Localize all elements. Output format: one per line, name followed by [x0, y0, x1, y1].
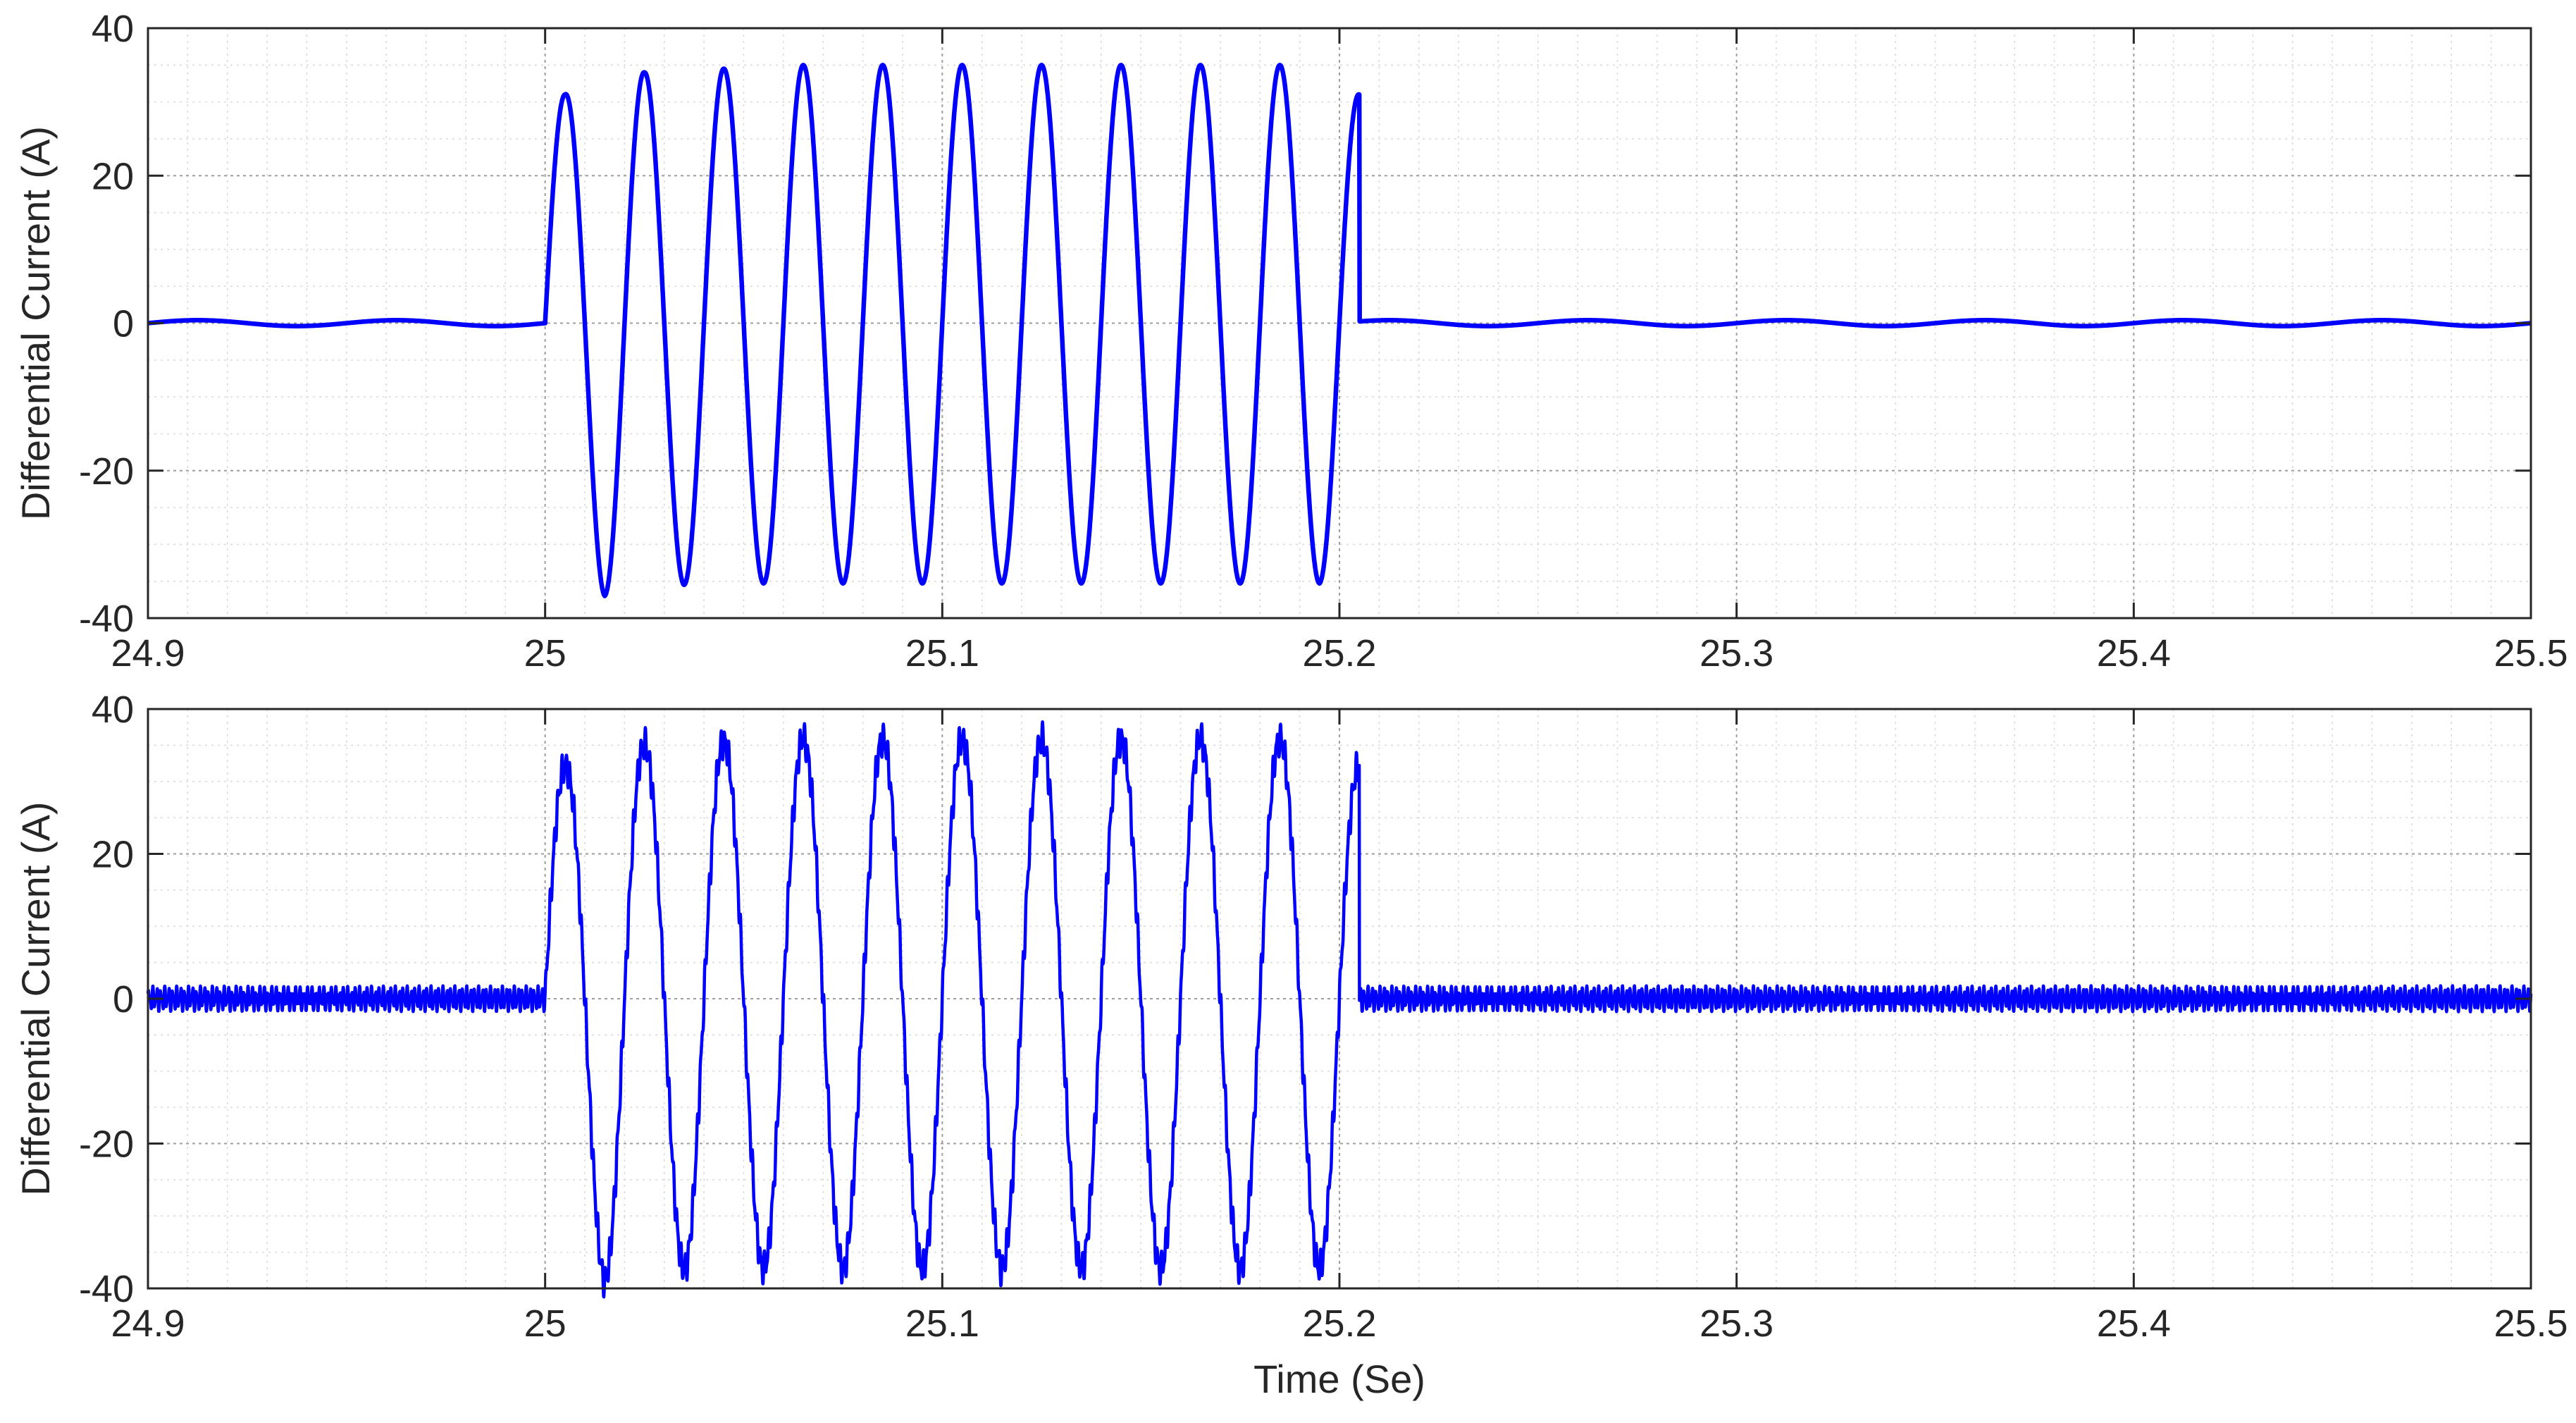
y-tick-label: 0 — [113, 303, 134, 345]
x-tick-label: 25.1 — [905, 1302, 979, 1345]
x-tick-label: 25.4 — [2097, 1302, 2171, 1345]
x-tick-label: 24.9 — [111, 632, 185, 674]
bottom-ticks — [147, 708, 2532, 1290]
bottom-differential-current-line — [146, 720, 2533, 1299]
top-panel: 24.9 25 25.1 25.2 25.3 25.4 25.5 40 20 0 -20 -40 D… — [13, 8, 2568, 674]
x-tick-label: 25.3 — [1699, 1302, 1773, 1345]
top-ticks — [147, 27, 2532, 620]
y-tick-label: 20 — [92, 834, 134, 876]
x-tick-label: 25 — [524, 632, 566, 674]
bottom-y-axis-label: Differential Current (A) — [13, 801, 58, 1195]
y-tick-label: -20 — [79, 1123, 134, 1166]
x-tick-label: 25.5 — [2494, 1302, 2568, 1345]
bottom-panel: 24.9 25 25.1 25.2 25.3 25.4 25.5 40 20 0 -20 -40 D… — [13, 689, 2568, 1401]
y-tick-label: -40 — [79, 1268, 134, 1310]
top-x-tick-labels: 24.9 25 25.1 25.2 25.3 25.4 25.5 — [111, 632, 2568, 674]
top-differential-current-line — [146, 63, 2533, 598]
y-tick-label: -20 — [79, 450, 134, 493]
x-tick-label: 25.4 — [2097, 632, 2171, 674]
x-tick-label: 25.2 — [1302, 1302, 1376, 1345]
top-y-axis-label: Differential Current (A) — [13, 126, 58, 520]
y-tick-label: 20 — [92, 155, 134, 197]
x-tick-label: 25 — [524, 1302, 566, 1345]
top-y-tick-labels: 40 20 0 -20 -40 — [79, 8, 134, 640]
bottom-y-tick-labels: 40 20 0 -20 -40 — [79, 689, 134, 1310]
x-tick-label: 25.3 — [1699, 632, 1773, 674]
x-tick-label: 25.2 — [1302, 632, 1376, 674]
x-tick-label: 25.1 — [905, 632, 979, 674]
x-tick-label: 24.9 — [111, 1302, 185, 1345]
bottom-x-tick-labels: 24.9 25 25.1 25.2 25.3 25.4 25.5 — [111, 1302, 2568, 1345]
y-tick-label: -40 — [79, 598, 134, 640]
y-tick-label: 0 — [113, 978, 134, 1021]
bottom-x-axis-label: Time (Se) — [1253, 1357, 1425, 1401]
x-tick-label: 25.5 — [2494, 632, 2568, 674]
y-tick-label: 40 — [92, 8, 134, 50]
y-tick-label: 40 — [92, 689, 134, 731]
